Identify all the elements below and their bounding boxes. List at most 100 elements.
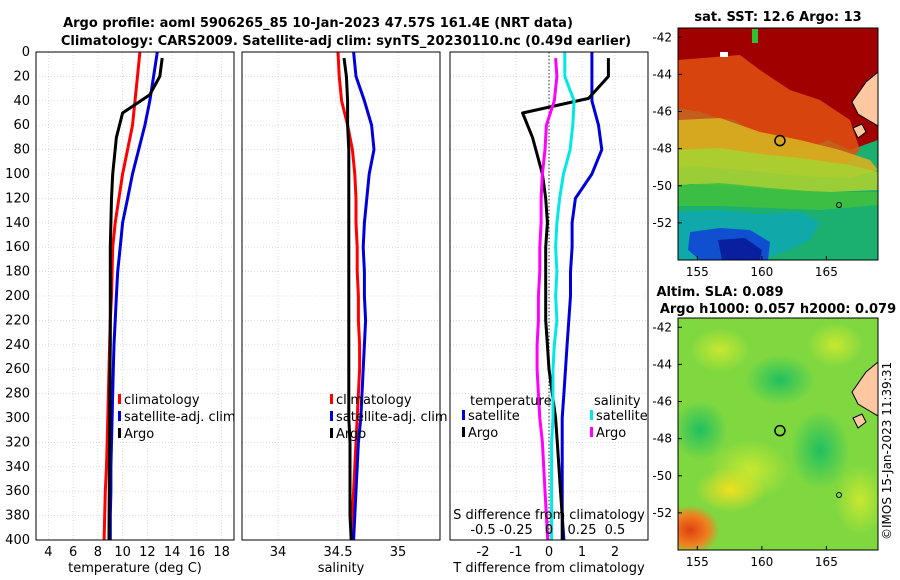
temperature-legend: climatology satellite-adj. clim Argo	[118, 393, 236, 442]
map-y-tick-label: -48	[652, 142, 672, 156]
legend-label: satellite-adj. clim	[336, 410, 448, 425]
y-tick-label: 220	[5, 313, 30, 328]
map-y-tick-label: -48	[652, 432, 672, 446]
sla-small-island	[836, 492, 842, 498]
sla-longitude-labels: 155 160 165	[686, 546, 838, 569]
difference-legend: temperature salinitysatelliteArgosatellit…	[462, 394, 648, 441]
salinity-tick-labels: 34 34.5 35	[270, 545, 407, 560]
y-tick-label: 140	[5, 216, 30, 231]
sst-map: sat. SST: 12.6 Argo: 13 155 160 165 -42 -44…	[652, 10, 879, 279]
sla-latitude-labels: -42 -44 -46 -48 -50 -52	[652, 320, 682, 520]
x-tick-label: 6	[69, 545, 77, 560]
top-x-tick-label: -0.5	[470, 523, 495, 538]
y-tick-label: 20	[13, 69, 30, 84]
temperature-grid	[36, 51, 234, 541]
sst-no-data-patch	[720, 52, 728, 57]
sla-argo-location-marker	[774, 424, 786, 437]
sla-map-title-line1: Altim. SLA: 0.089	[657, 285, 784, 300]
map-x-tick-label: 155	[686, 265, 709, 279]
y-tick-label: 180	[5, 265, 30, 280]
sla-high-anomaly	[678, 505, 720, 550]
sla-blob	[745, 355, 815, 405]
sst-lime-band	[678, 148, 878, 192]
x-tick-label: 12	[139, 545, 156, 560]
legend-swatch	[330, 411, 333, 421]
map-y-tick-label: -46	[652, 105, 672, 119]
map-y-tick-label: -50	[652, 469, 672, 483]
legend-label: satellite-adj. clim	[124, 410, 236, 425]
top-x-tick-label: 0	[545, 523, 553, 538]
temperature-plot: 0 20 40 60 80 100 120 140 160 180 200 220 240 260 280 3…	[5, 45, 235, 576]
map-x-tick-label: 165	[815, 555, 838, 569]
y-tick-label: 280	[5, 387, 30, 402]
sla-field	[678, 318, 878, 550]
sst-latitude-labels: -42 -44 -46 -48 -50 -52	[652, 30, 682, 230]
salinity-legend: climatology satellite-adj. clim Argo	[330, 393, 448, 442]
sla-blob	[835, 465, 878, 535]
top-x-tick-label: -0.25	[499, 523, 533, 538]
legend-swatch	[330, 428, 333, 438]
map-y-tick-label: -50	[652, 179, 672, 193]
sst-land	[851, 71, 878, 127]
temperature-difference-xlabel: T difference from climatology	[452, 561, 645, 576]
legend-label: satellite	[596, 409, 648, 424]
figure-title-line2: Climatology: CARS2009. Satellite-adj cli…	[61, 34, 631, 49]
sst-field	[678, 28, 878, 260]
sla-blob	[690, 328, 750, 372]
y-tick-label: 300	[5, 411, 30, 426]
series-line-satellite-adj-clim	[352, 52, 376, 540]
sla-land-island	[852, 413, 867, 429]
y-tick-label: 200	[5, 289, 30, 304]
legend-swatch	[590, 410, 593, 420]
difference-grid	[450, 51, 648, 541]
y-tick-label: 360	[5, 484, 30, 499]
map-x-tick-label: 160	[750, 555, 773, 569]
y-tick-label: 400	[5, 533, 30, 548]
top-x-tick-label: 0.5	[605, 523, 626, 538]
x-tick-label: 35	[390, 545, 407, 560]
series-line-temperature-argo	[521, 58, 610, 540]
sst-longitude-labels: 155 160 165	[686, 256, 838, 279]
y-tick-label: 80	[13, 143, 30, 158]
temperature-axes-frame	[35, 51, 235, 541]
legend-title-salinity: salinity	[594, 394, 641, 409]
map-y-tick-label: -44	[652, 357, 672, 371]
difference-series	[521, 52, 610, 540]
sst-green-band	[678, 183, 878, 210]
salinity-difference-xlabel: S difference from climatology	[453, 508, 645, 523]
salinity-axes-frame	[241, 51, 441, 541]
series-line-satellite-adj-clim	[108, 52, 159, 540]
temperature-tick-labels: 4 6 8 10 12 14 16 18	[44, 545, 230, 560]
x-tick-label: 16	[189, 545, 206, 560]
x-tick-label: 34.5	[324, 545, 353, 560]
x-tick-label: 8	[94, 545, 102, 560]
map-y-tick-label: -46	[652, 395, 672, 409]
legend-swatch	[118, 394, 121, 404]
x-tick-label: -2	[477, 545, 490, 560]
series-line-temperature-satellite	[560, 52, 604, 540]
sst-map-frame	[677, 27, 879, 261]
x-tick-label: 2	[611, 545, 619, 560]
sla-blob	[790, 410, 850, 490]
sla-map-title-line2: Argo h1000: 0.057 h2000: 0.079	[660, 302, 896, 317]
map-x-tick-label: 160	[750, 265, 773, 279]
y-tick-label: 160	[5, 240, 30, 255]
y-tick-label: 100	[5, 167, 30, 182]
x-tick-label: -1	[510, 545, 523, 560]
legend-swatch	[590, 427, 593, 437]
map-y-tick-label: -42	[652, 320, 672, 334]
imos-timestamp: ©IMOS 15-Jan-2023 11:39:31	[880, 362, 894, 540]
legend-label: Argo	[124, 427, 154, 442]
y-tick-label: 260	[5, 362, 30, 377]
legend-swatch	[462, 410, 465, 420]
sst-map-title: sat. SST: 12.6 Argo: 13	[694, 10, 861, 25]
salinity-difference-tick-labels: -0.5 -0.25 0 0.25 0.5	[470, 523, 625, 538]
sst-coldest-region	[718, 238, 762, 260]
legend-title-temperature: temperature	[470, 394, 552, 409]
series-line-salinity-argo	[535, 57, 559, 540]
y-tick-label: 240	[5, 338, 30, 353]
legend-swatch	[462, 427, 465, 437]
legend-label: satellite	[468, 409, 520, 424]
sla-map: Altim. SLA: 0.089 Argo h1000: 0.057 h200…	[652, 285, 896, 569]
legend-label: Argo	[596, 426, 626, 441]
